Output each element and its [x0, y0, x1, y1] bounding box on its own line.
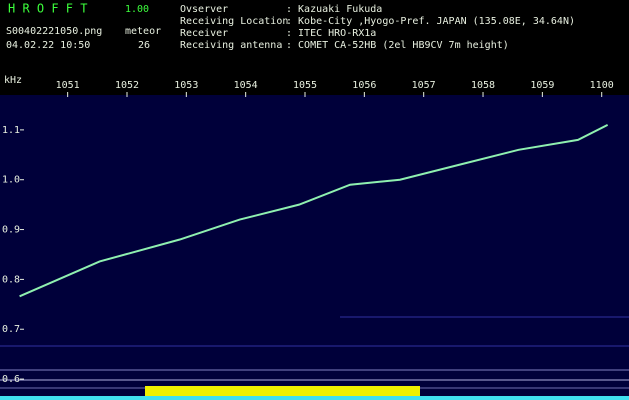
program-name: H R O F F T [8, 2, 87, 16]
x-tick-label: 1053 [174, 80, 198, 91]
info-value: : COMET CA-52HB (2el HB9CV 7m height) [286, 40, 509, 51]
y-tick-label: 1.1 [2, 125, 20, 136]
y-tick-label: 0.7 [2, 324, 20, 335]
version: 1.00 [125, 4, 149, 15]
x-tick-label: 1059 [530, 80, 554, 91]
info-label: Receiving Location [180, 16, 288, 27]
info-label: Ovserver [180, 4, 228, 15]
y-tick-label: 1.0 [2, 175, 20, 186]
info-value: : Kazuaki Fukuda [286, 4, 382, 15]
x-tick-label: 1055 [293, 80, 317, 91]
x-tick-label: 1051 [56, 80, 80, 91]
datetime: 04.02.22 10:50 [6, 40, 90, 51]
filename: S00402221050.png [6, 26, 102, 37]
info-value: : Kobe-City ,Hyogo-Pref. JAPAN (135.08E,… [286, 16, 575, 27]
info-label: Receiver [180, 28, 228, 39]
y-tick-label: 0.6 [2, 374, 20, 385]
info-value: : ITEC HRO-RX1a [286, 28, 376, 39]
x-tick-label: 1056 [352, 80, 376, 91]
y-tick-label: 0.9 [2, 225, 20, 236]
plot-area [0, 95, 629, 400]
signal-trace [19, 124, 609, 298]
x-tick-label: 1100 [590, 80, 614, 91]
counter: 26 [138, 40, 150, 51]
y-tick-label: 0.8 [2, 274, 20, 285]
info-label: Receiving antenna [180, 40, 282, 51]
counter-label: meteor [125, 26, 161, 37]
x-tick-label: 1057 [412, 80, 436, 91]
x-tick-label: 1058 [471, 80, 495, 91]
noise-level [0, 396, 629, 400]
x-tick-label: 1054 [234, 80, 258, 91]
y-axis-label: kHz [4, 75, 22, 86]
x-tick-label: 1052 [115, 80, 139, 91]
